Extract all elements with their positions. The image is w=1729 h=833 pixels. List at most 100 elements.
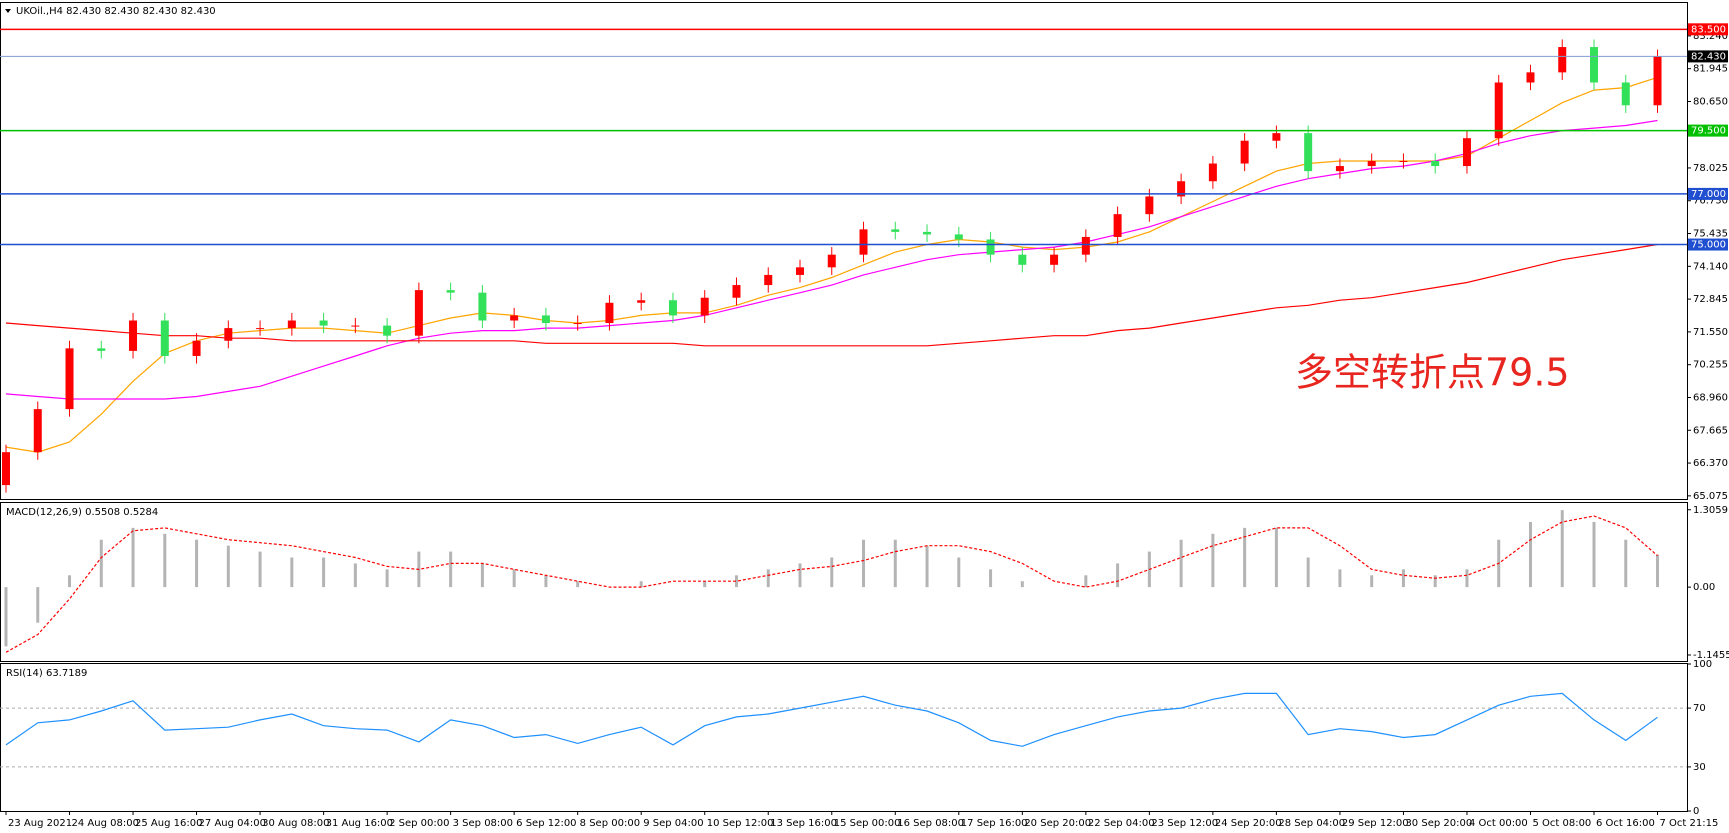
price-level-box (1688, 50, 1728, 63)
candle-body (1208, 163, 1217, 182)
y-tick-label: 30 (1693, 762, 1706, 773)
y-tick-label: 65.075 (1693, 491, 1728, 502)
candle-body (2, 452, 10, 486)
x-tick-label: 5 Oct 08:00 (1532, 818, 1591, 829)
x-tick-label: 20 Sep 20:00 (1024, 818, 1091, 829)
candle-body (891, 229, 900, 232)
candle-body (700, 297, 709, 316)
y-tick-label: -1.1455 (1693, 650, 1729, 661)
y-tick-label: 0 (1693, 806, 1699, 817)
menu-arrow[interactable] (5, 9, 11, 13)
macd-bar (798, 563, 802, 588)
macd-bar (1306, 557, 1310, 588)
candle-body (478, 292, 487, 321)
y-tick-label: 71.550 (1693, 327, 1728, 338)
candle-body (1653, 56, 1662, 106)
moving-average (5, 243, 1658, 347)
candle-body (287, 320, 296, 329)
macd-bar (893, 539, 897, 588)
x-tick-label: 25 Aug 16:00 (135, 818, 202, 829)
candle-body (446, 290, 455, 293)
candle-body (1335, 166, 1344, 172)
rsi-panel-frame (0, 663, 1688, 812)
candle-body (668, 300, 677, 316)
x-tick-label: 13 Sep 16:00 (770, 818, 837, 829)
candle-body (1177, 181, 1186, 197)
macd-bar (576, 581, 580, 588)
macd-bar (322, 557, 326, 588)
y-tick-label: 66.370 (1693, 458, 1728, 469)
candle-body (1526, 72, 1535, 83)
candle-body (923, 231, 932, 235)
candle-body (573, 323, 582, 325)
y-tick-label: 81.945 (1693, 64, 1728, 75)
macd-bar (163, 533, 167, 588)
macd-bar (290, 557, 294, 588)
signal-line (5, 515, 1658, 653)
macd-bar (258, 551, 262, 588)
macd-bar (1370, 575, 1374, 588)
x-tick-label: 6 Oct 16:00 (1596, 818, 1655, 829)
candle-body (65, 348, 74, 410)
price-level-label: 75.000 (1691, 240, 1726, 251)
macd-bar (131, 527, 135, 588)
macd-bar (862, 539, 866, 588)
y-tick-label: 75.435 (1693, 229, 1728, 240)
candle-body (97, 348, 106, 351)
macd-bar (925, 545, 929, 588)
y-tick-label: 1.3059 (1693, 505, 1728, 516)
candle-body (1304, 133, 1313, 172)
y-tick-label: 76.730 (1693, 196, 1728, 207)
candle-body (510, 315, 519, 321)
macd-bar (1560, 510, 1564, 588)
macd-bar (734, 575, 738, 588)
candle-body (1018, 254, 1027, 265)
candle-body (383, 325, 392, 336)
price-level-box (1688, 23, 1728, 36)
x-tick-label: 24 Aug 08:00 (72, 818, 139, 829)
panel-title: UKOil.,H4 82.430 82.430 82.430 82.430 (16, 6, 216, 17)
candle-body (224, 328, 233, 341)
x-tick-label: 30 Sep 20:00 (1405, 818, 1472, 829)
macd-bar (1211, 533, 1215, 588)
macd-bar (1274, 527, 1278, 588)
macd-bar (1624, 539, 1628, 588)
macd-bar (703, 581, 707, 588)
price-level-box (1688, 124, 1728, 137)
candle-body (637, 300, 646, 303)
price-level-label: 83.500 (1691, 24, 1726, 35)
macd-bar (1020, 581, 1024, 588)
price-level-box (1688, 238, 1728, 251)
macd-bar (957, 557, 961, 588)
y-tick-label: 67.665 (1693, 425, 1728, 436)
macd-bar (1116, 563, 1120, 588)
macd-bar (353, 563, 357, 588)
macd-bar (99, 539, 103, 588)
x-tick-label: 29 Sep 12:00 (1342, 818, 1409, 829)
y-tick-label: 74.140 (1693, 261, 1728, 272)
x-tick-label: 17 Sep 16:00 (961, 818, 1028, 829)
candle-body (192, 340, 201, 356)
candle-body (1367, 160, 1376, 167)
x-tick-label: 28 Sep 04:00 (1278, 818, 1345, 829)
x-tick-label: 22 Sep 04:00 (1088, 818, 1155, 829)
macd-bar (1179, 539, 1183, 588)
candle-body (1050, 254, 1059, 265)
price-level-box (1688, 187, 1728, 200)
candle-body (256, 328, 265, 330)
macd-bar (1338, 569, 1342, 588)
macd-bar (480, 563, 484, 588)
macd-bar (1656, 554, 1660, 588)
macd-bar (226, 545, 230, 588)
x-tick-label: 23 Sep 12:00 (1151, 818, 1218, 829)
macd-bar (1465, 569, 1469, 588)
candle-body (319, 320, 328, 326)
x-tick-label: 23 Aug 2021 (8, 818, 72, 829)
candle-body (796, 267, 804, 275)
candle-body (732, 285, 741, 298)
y-tick-label: 70 (1693, 703, 1706, 714)
candle-body (351, 325, 360, 327)
macd-panel-frame (0, 502, 1688, 662)
panel-title: MACD(12,26,9) 0.5508 0.5284 (6, 507, 158, 518)
